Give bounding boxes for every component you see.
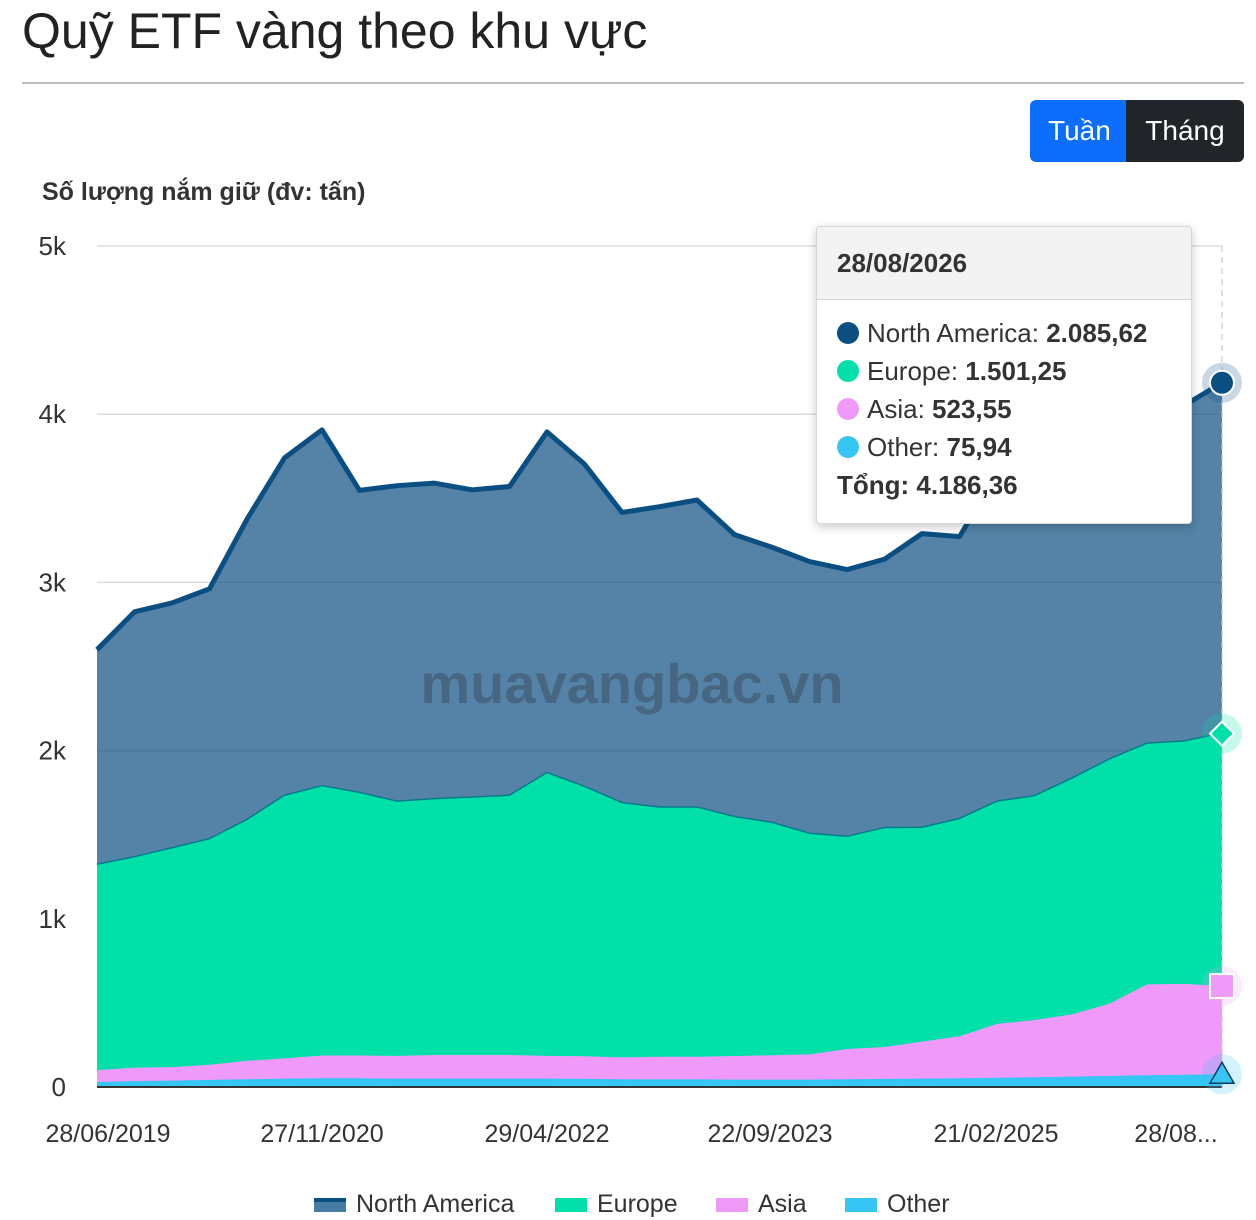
north-america-dot-icon: [837, 322, 859, 344]
area-asia: [97, 983, 1222, 1082]
x-tick-label: 28/06/2019: [45, 1120, 170, 1148]
tooltip-value: 75,94: [946, 432, 1012, 462]
tooltip-value: 2.085,62: [1046, 318, 1148, 348]
legend-label-north-america: North America: [356, 1190, 514, 1218]
legend-item-asia[interactable]: Asia: [716, 1190, 807, 1218]
europe-dot-icon: [837, 360, 859, 382]
legend-swatch-north-america: [314, 1200, 346, 1212]
tooltip: 28/08/2026 North America: 2.085,62 Europ…: [816, 226, 1192, 524]
y-tick-label: 0: [52, 1072, 66, 1102]
watermark-text: muavangbac.vn: [420, 652, 843, 715]
y-axis-title: Số lượng nắm giữ (đv: tấn): [42, 178, 366, 206]
legend-item-north-america[interactable]: North America: [314, 1190, 514, 1218]
legend[interactable]: North America Europe Asia Other: [314, 1190, 950, 1218]
tooltip-row-other: Other: 75,94: [817, 428, 1191, 466]
title-divider: [22, 82, 1244, 84]
period-toggle: Tuần Tháng: [1030, 100, 1244, 162]
legend-swatch-line-asia: [716, 1198, 748, 1202]
y-tick-label: 5k: [39, 231, 67, 261]
y-tick-label: 2k: [39, 736, 67, 766]
tooltip-label: Europe: [867, 356, 951, 386]
x-tick-label: 21/02/2025: [933, 1120, 1058, 1148]
legend-label-other: Other: [887, 1190, 950, 1218]
legend-swatch-europe: [555, 1200, 587, 1212]
legend-item-europe[interactable]: Europe: [555, 1190, 678, 1218]
tooltip-date: 28/08/2026: [817, 227, 1191, 300]
tooltip-row-europe: Europe: 1.501,25: [817, 352, 1191, 390]
x-tick-label: 29/04/2022: [484, 1120, 609, 1148]
legend-swatch-line-north-america: [314, 1198, 346, 1202]
legend-label-europe: Europe: [597, 1190, 678, 1218]
tooltip-total-label: Tổng: [837, 470, 901, 500]
tooltip-label: North America: [867, 318, 1032, 348]
tooltip-total-value: 4.186,36: [916, 470, 1018, 500]
axes: 0 1k 2k 3k 4k 5k 28/06/2019 27/11/2020 29/04/202…: [39, 231, 1222, 1148]
marker-north-america: [1209, 369, 1235, 396]
y-tick-label: 1k: [39, 904, 67, 934]
area-north-america: [97, 382, 1222, 865]
tooltip-label: Asia: [867, 394, 918, 424]
x-tick-label: 28/08...: [1134, 1120, 1217, 1148]
month-button[interactable]: Tháng: [1126, 100, 1244, 162]
legend-swatch-asia: [716, 1200, 748, 1212]
x-tick-label: 27/11/2020: [260, 1120, 383, 1148]
tooltip-row-north-america: North America: 2.085,62: [817, 314, 1191, 352]
legend-item-other[interactable]: Other: [845, 1190, 950, 1218]
asia-dot-icon: [837, 398, 859, 420]
tooltip-value: 523,55: [932, 394, 1012, 424]
hover-markers: [1202, 246, 1242, 1095]
week-button[interactable]: Tuần: [1030, 100, 1126, 162]
legend-label-asia: Asia: [758, 1190, 807, 1218]
other-dot-icon: [837, 436, 859, 458]
y-tick-label: 4k: [39, 399, 67, 429]
area-europe: [97, 733, 1222, 1071]
marker-europe: [1208, 720, 1236, 748]
x-tick-label: 22/09/2023: [707, 1120, 832, 1148]
legend-swatch-line-other: [845, 1198, 877, 1202]
page-title: Quỹ ETF vàng theo khu vực: [22, 3, 648, 59]
area-series: [95, 380, 1224, 1087]
marker-other: [1208, 1060, 1236, 1084]
tooltip-value: 1.501,25: [965, 356, 1067, 386]
y-tick-label: 3k: [39, 567, 67, 597]
tooltip-label: Other: [867, 432, 933, 462]
tooltip-row-asia: Asia: 523,55: [817, 390, 1191, 428]
legend-swatch-other: [845, 1200, 877, 1212]
tooltip-total: Tổng: 4.186,36: [837, 470, 1018, 500]
marker-asia: [1209, 973, 1235, 1000]
legend-swatch-line-europe: [555, 1198, 587, 1202]
